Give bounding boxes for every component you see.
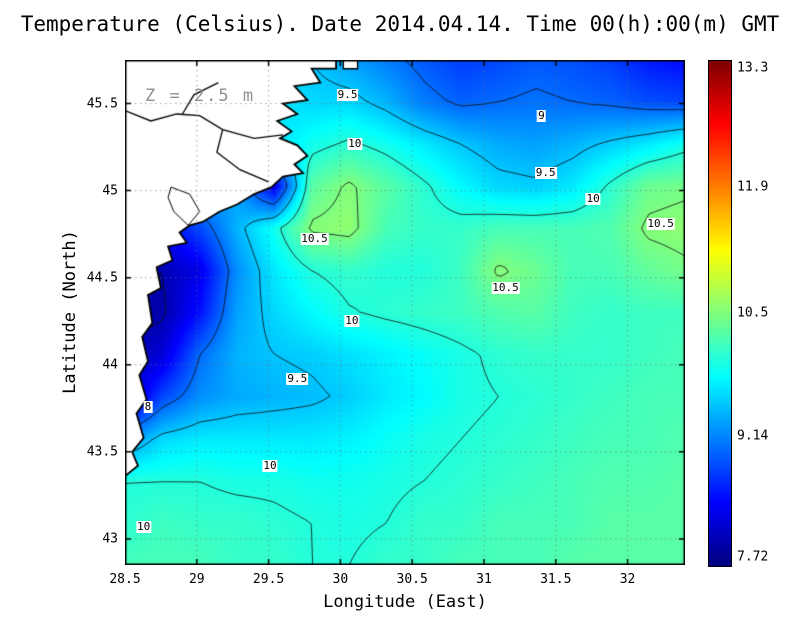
contour-label: 10.5 bbox=[646, 216, 675, 230]
colorbar-tick-label: 10.5 bbox=[737, 305, 769, 321]
plot-title: Temperature (Celsius). Date 2014.04.14. … bbox=[20, 12, 780, 36]
contour-label: 10.5 bbox=[300, 232, 329, 246]
x-tick-label: 31.5 bbox=[540, 572, 572, 587]
x-tick-label: 31 bbox=[476, 572, 492, 587]
temperature-heatmap-canvas bbox=[125, 60, 685, 565]
y-tick-label: 45 bbox=[102, 183, 118, 199]
contour-label: 9.5 bbox=[336, 87, 359, 101]
contour-label: 9 bbox=[537, 108, 546, 122]
contour-label: 10 bbox=[136, 519, 152, 533]
y-tick-label: 43 bbox=[102, 531, 118, 547]
x-tick-label: 32 bbox=[619, 572, 636, 587]
contour-label: 10 bbox=[262, 458, 278, 472]
y-tick-label: 44 bbox=[102, 357, 118, 373]
contour-label: 8 bbox=[143, 399, 153, 413]
contour-label: 10 bbox=[347, 136, 363, 150]
colorbar bbox=[708, 60, 732, 567]
x-tick-label: 30 bbox=[332, 572, 349, 587]
contour-label: 10 bbox=[585, 192, 601, 206]
contour-label: 10 bbox=[344, 314, 360, 328]
x-axis-label: Longitude (East) bbox=[323, 592, 487, 612]
colorbar-gradient-canvas bbox=[709, 61, 731, 566]
x-tick-label: 28.5 bbox=[109, 572, 141, 587]
plot-area: 9.5 9 10 9.5 10 10.5 10.5 10.5 10 9.5 8 10 10 Z = 2.… bbox=[125, 60, 685, 565]
y-tick-label: 44.5 bbox=[86, 270, 118, 286]
colorbar-tick-label: 13.3 bbox=[737, 60, 769, 76]
colorbar-tick-label: 7.72 bbox=[737, 549, 769, 565]
colorbar-tick-label: 11.9 bbox=[737, 179, 769, 195]
contour-label: 9.5 bbox=[534, 166, 557, 180]
y-tick-label: 43.5 bbox=[86, 444, 118, 460]
x-tick-label: 29 bbox=[188, 572, 205, 587]
colorbar-tick-label: 9.14 bbox=[737, 428, 769, 444]
depth-annotation: Z = 2.5 m bbox=[145, 86, 256, 106]
x-tick-label: 29.5 bbox=[252, 572, 285, 587]
x-tick-label: 30.5 bbox=[396, 572, 428, 587]
contour-label: 10.5 bbox=[491, 281, 520, 295]
y-tick-label: 45.5 bbox=[86, 96, 118, 112]
contour-label: 9.5 bbox=[286, 371, 309, 385]
